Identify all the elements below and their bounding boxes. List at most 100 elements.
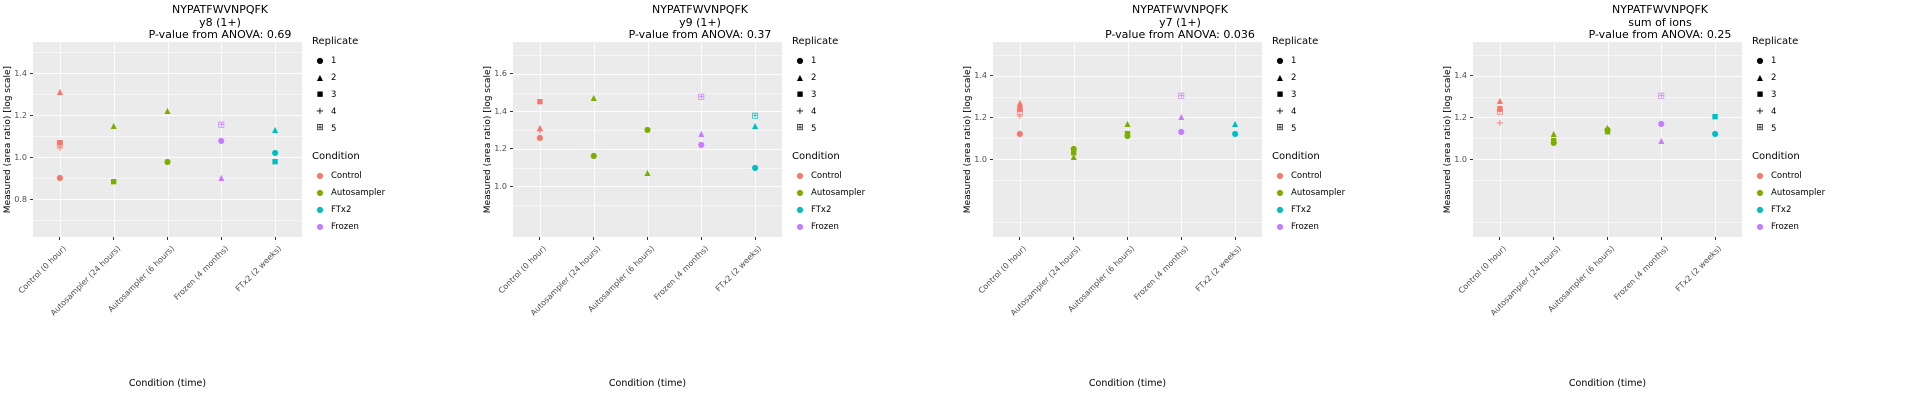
replicate-triangle-icon: ▲ [1276,72,1284,82]
vertical-gridline [167,42,169,237]
data-point: ⊞ [1496,107,1504,118]
legend-item-replicate: +4 [1752,103,1918,120]
legend-item-condition: ● Control [1272,167,1438,184]
legend-item-replicate: ▲ 2 [312,69,478,86]
legend-item-replicate: ■ 3 [1752,86,1918,103]
vertical-gridline [1499,42,1501,237]
legend-condition-title: Condition [792,151,840,162]
x-tick-label: FTx2 (2 weeks) [1674,244,1724,294]
y-tick-label: 1.0 [974,154,987,164]
x-tick-label: Control (0 hour) [976,244,1029,296]
legend-item-label: 5 [1771,123,1777,134]
replicate-triangle-icon: ▲ [1756,72,1764,82]
legend-item-label: 4 [1771,106,1777,117]
data-point: ▲ [1070,152,1077,162]
legend-condition-title: Condition [1272,151,1320,162]
plot-area [33,42,302,237]
legend-replicate-title: Replicate [312,36,359,47]
replicate-square-plus-icon: ⊞ [316,123,324,133]
data-point: ● [1231,129,1239,139]
x-tick-mark [1660,237,1662,240]
y-tick-label: 1.0 [14,152,27,162]
condition-color-dot-icon: ● [316,187,324,197]
chart-pvalue: P-value from ANOVA: 0.036 [1105,28,1255,41]
y-tick-mark [990,75,993,77]
condition-color-dot-icon: ● [1756,221,1764,231]
legend-item-label: 5 [331,123,337,134]
y-tick-mark [990,116,993,118]
x-tick-label: Frozen (4 months) [651,244,710,302]
data-point: ▲ [752,121,759,131]
data-point: ▲ [644,168,651,178]
legend-item-label: Control [811,170,842,181]
x-tick-mark [1553,237,1555,240]
condition-color-dot-icon: ● [1756,187,1764,197]
legend-item-label: 3 [331,89,337,100]
legend-item-replicate: ▲ 2 [1272,69,1438,86]
condition-color-dot-icon: ● [796,170,804,180]
legend-item-label: Control [331,170,362,181]
chart-title: NYPATFWVNPQFK [1611,3,1709,16]
data-point: ● [1070,143,1078,153]
legend-item-label: 5 [811,123,817,134]
chart-panel: NYPATFWVNPQFK y7 (1+) P-value from ANOVA: … [960,0,1440,400]
data-point: ● [217,135,225,145]
data-point: ■ [110,177,117,186]
data-point: ▲ [1016,97,1023,107]
replicate-circle-icon: ● [1756,55,1764,65]
data-point: + [55,142,65,154]
data-point: ⊞ [751,111,759,122]
condition-color-dot-icon: ● [316,221,324,231]
legend-item-replicate: ● 1 [792,52,958,69]
data-point: ● [751,162,759,172]
legend-item-label: Autosampler [331,187,386,198]
legend-item-replicate: ● 1 [1752,52,1918,69]
x-tick-mark [700,237,702,240]
x-tick-label: FTx2 (2 weeks) [714,244,764,294]
data-point: ▲ [1550,129,1557,139]
replicate-plus-icon: + [315,105,325,117]
chart-subtitle: sum of ions [1628,15,1692,29]
x-tick-mark [1714,237,1716,240]
legend-item-replicate: ■ 3 [312,86,478,103]
y-tick-label: 1.4 [14,68,27,78]
legend-item-condition: ● FTx2 [1752,201,1918,218]
legend-condition-title: Condition [1752,151,1800,162]
replicate-circle-icon: ● [316,55,324,65]
legend-item-condition: ● Autosampler [792,184,958,201]
x-tick-mark [59,237,61,240]
data-point: + [1495,117,1505,129]
vertical-gridline [755,42,757,237]
chart-title: NYPATFWVNPQFK [171,3,269,16]
legend-item-condition: ● Autosampler [1752,184,1918,201]
legend-item-label: Control [1291,170,1322,181]
chart-title: NYPATFWVNPQFK [1131,3,1229,16]
legend-item-condition: ● Frozen [312,218,478,235]
data-point: ● [1604,125,1611,135]
legend-item-label: 4 [1291,106,1297,117]
replicate-square-icon: ■ [1276,90,1284,98]
data-point: + [535,126,545,137]
legend-item-label: 3 [811,89,817,100]
x-axis-label: Condition (time) [128,378,207,389]
condition-color-dot-icon: ● [1276,187,1284,197]
data-point: ▲ [164,106,171,116]
data-point: ■ [1016,104,1024,113]
chart-subtitle: y7 (1+) [1159,15,1201,29]
vertical-gridline [59,42,61,237]
legend-item-label: 4 [331,106,337,117]
data-point: ● [1550,137,1558,147]
chart-pvalue: P-value from ANOVA: 0.69 [148,28,292,41]
legend-item-label: 2 [331,72,337,83]
legend-item-replicate: ■ 3 [1272,86,1438,103]
vertical-gridline [593,42,595,237]
y-tick-label: 0.8 [14,194,27,204]
legend-item-condition: ● Control [792,167,958,184]
y-tick-mark [1470,116,1473,118]
condition-color-dot-icon: ● [316,204,324,214]
replicate-circle-icon: ● [796,55,804,65]
y-tick-label: 1.4 [494,106,507,116]
vertical-gridline [113,42,115,237]
x-tick-mark [647,237,648,240]
